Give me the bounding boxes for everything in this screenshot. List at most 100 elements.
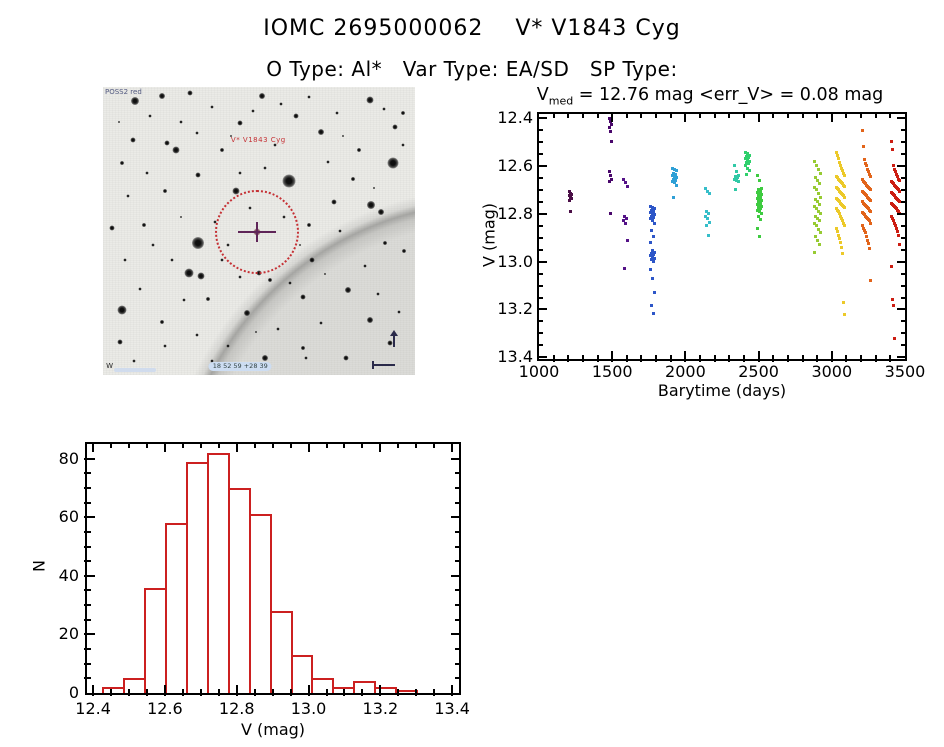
data-point <box>890 147 894 151</box>
data-point <box>894 226 898 230</box>
data-point <box>608 170 612 174</box>
star <box>366 96 374 104</box>
scatter-title-rest: = 12.76 mag <err_V> = 0.08 mag <box>573 85 884 105</box>
data-point <box>817 219 821 223</box>
axis-tick <box>451 633 459 636</box>
axis-tick <box>539 188 543 191</box>
axis-tick <box>684 114 687 122</box>
data-point <box>836 230 840 234</box>
data-point <box>744 160 748 164</box>
axis-tick <box>361 689 364 696</box>
data-point <box>675 183 679 187</box>
data-point <box>890 217 894 221</box>
data-point <box>760 199 764 203</box>
data-point <box>672 171 676 175</box>
data-point <box>759 195 763 199</box>
data-point <box>675 176 679 180</box>
star <box>237 120 243 126</box>
star <box>259 92 266 99</box>
data-point <box>867 170 871 174</box>
data-point <box>570 193 574 197</box>
axis-tick <box>897 260 905 263</box>
axis-tick <box>253 689 256 696</box>
data-point <box>759 218 763 222</box>
axis-tick <box>901 152 905 155</box>
axis-tick <box>397 689 400 696</box>
axis-tick <box>181 689 184 696</box>
axis-tick <box>874 355 877 362</box>
star <box>163 188 168 193</box>
axis-tick <box>84 618 91 621</box>
star <box>148 114 152 118</box>
axis-tick <box>889 114 892 118</box>
star <box>392 124 398 130</box>
data-point <box>760 187 764 191</box>
star <box>151 243 155 247</box>
data-point <box>869 221 873 225</box>
star <box>184 268 194 278</box>
axis-tick-label: 12.8 <box>497 203 533 223</box>
star <box>344 287 351 294</box>
hist-bar <box>228 488 251 693</box>
data-point <box>843 312 847 316</box>
data-point <box>649 257 653 261</box>
data-point <box>757 206 761 210</box>
data-point <box>673 181 677 185</box>
data-point <box>704 209 708 213</box>
axis-tick <box>874 114 877 118</box>
data-point <box>649 304 653 308</box>
data-point <box>608 179 612 183</box>
coordinate-badge: 18 52 59 +28 39 <box>208 362 272 372</box>
data-point <box>652 221 656 225</box>
data-point <box>868 172 872 176</box>
data-point <box>837 157 841 161</box>
star <box>232 187 240 195</box>
axis-tick <box>539 164 547 167</box>
data-point <box>648 268 652 272</box>
data-point <box>747 153 751 157</box>
data-point <box>814 224 818 228</box>
axis-tick <box>325 689 328 696</box>
data-point <box>757 188 761 192</box>
axis-tick <box>110 689 113 696</box>
star <box>342 134 345 137</box>
page-title: IOMC 2695000062 V* V1843 Cyg <box>263 16 681 41</box>
axis-tick-label: 12.4 <box>75 699 111 718</box>
axis-tick-label: 80 <box>58 448 79 468</box>
data-point <box>744 154 748 158</box>
axis-tick <box>128 689 130 696</box>
axis-tick <box>84 545 91 548</box>
data-point <box>897 243 901 247</box>
star <box>387 157 399 169</box>
data-point <box>869 209 873 213</box>
axis-tick <box>897 356 905 359</box>
data-point <box>868 246 872 250</box>
axis-tick <box>379 685 382 696</box>
star <box>400 110 405 115</box>
data-point <box>897 200 901 204</box>
data-point <box>862 226 866 230</box>
star <box>195 131 199 135</box>
data-point <box>869 279 873 283</box>
axis-tick <box>84 457 95 460</box>
axis-tick <box>611 114 614 122</box>
data-point <box>649 229 653 233</box>
axis-tick <box>539 224 543 227</box>
data-point <box>861 128 865 132</box>
axis-tick <box>699 114 702 118</box>
axis-tick <box>889 355 892 362</box>
data-point <box>705 217 709 221</box>
star <box>192 236 205 249</box>
data-point <box>672 195 676 199</box>
axis-tick <box>539 260 547 263</box>
data-point <box>835 226 839 230</box>
axis-tick <box>786 355 789 362</box>
data-point <box>737 179 741 183</box>
axis-tick <box>581 355 584 362</box>
star <box>145 171 149 175</box>
star <box>238 171 242 175</box>
data-point <box>868 219 872 223</box>
data-point <box>610 177 614 181</box>
axis-tick <box>84 516 95 519</box>
data-point <box>840 245 844 249</box>
